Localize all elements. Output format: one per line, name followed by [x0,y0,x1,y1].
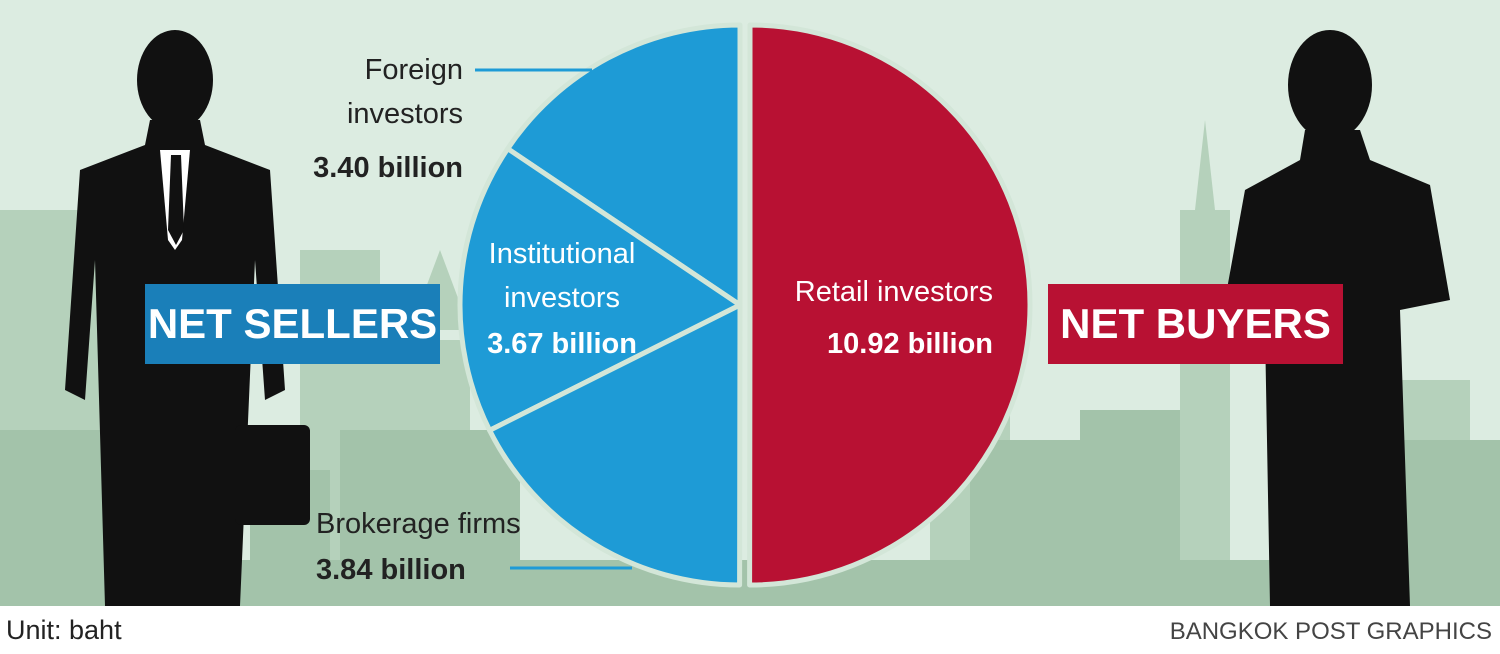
footer-band [0,606,1500,654]
sellers-banner: NET SELLERS [145,284,440,364]
slice-label: Brokerage firms [316,508,521,540]
pie-slice [505,22,743,308]
value-label: 3.40 billion [313,152,463,184]
pie-slice [457,146,743,433]
skyline-front [0,410,1500,606]
value-label: 3.84 billion [316,554,466,586]
buyers-banner: NET BUYERS [1048,284,1343,364]
slice-label: Foreign investors [346,54,463,130]
buyer-silhouette [1225,30,1450,606]
pie-slice [487,302,743,588]
value-label: 10.92 billion [827,328,993,360]
unit-note: Unit: baht [6,615,122,645]
pie [457,22,1033,588]
tie [168,155,184,245]
pie-slice [747,22,1033,588]
value-label: 3.67 billion [487,328,637,360]
slice-label: Institutional investors [488,238,636,314]
credit: BANGKOK POST GRAPHICS [1169,618,1492,645]
slice-label: Retail investors [794,276,993,308]
